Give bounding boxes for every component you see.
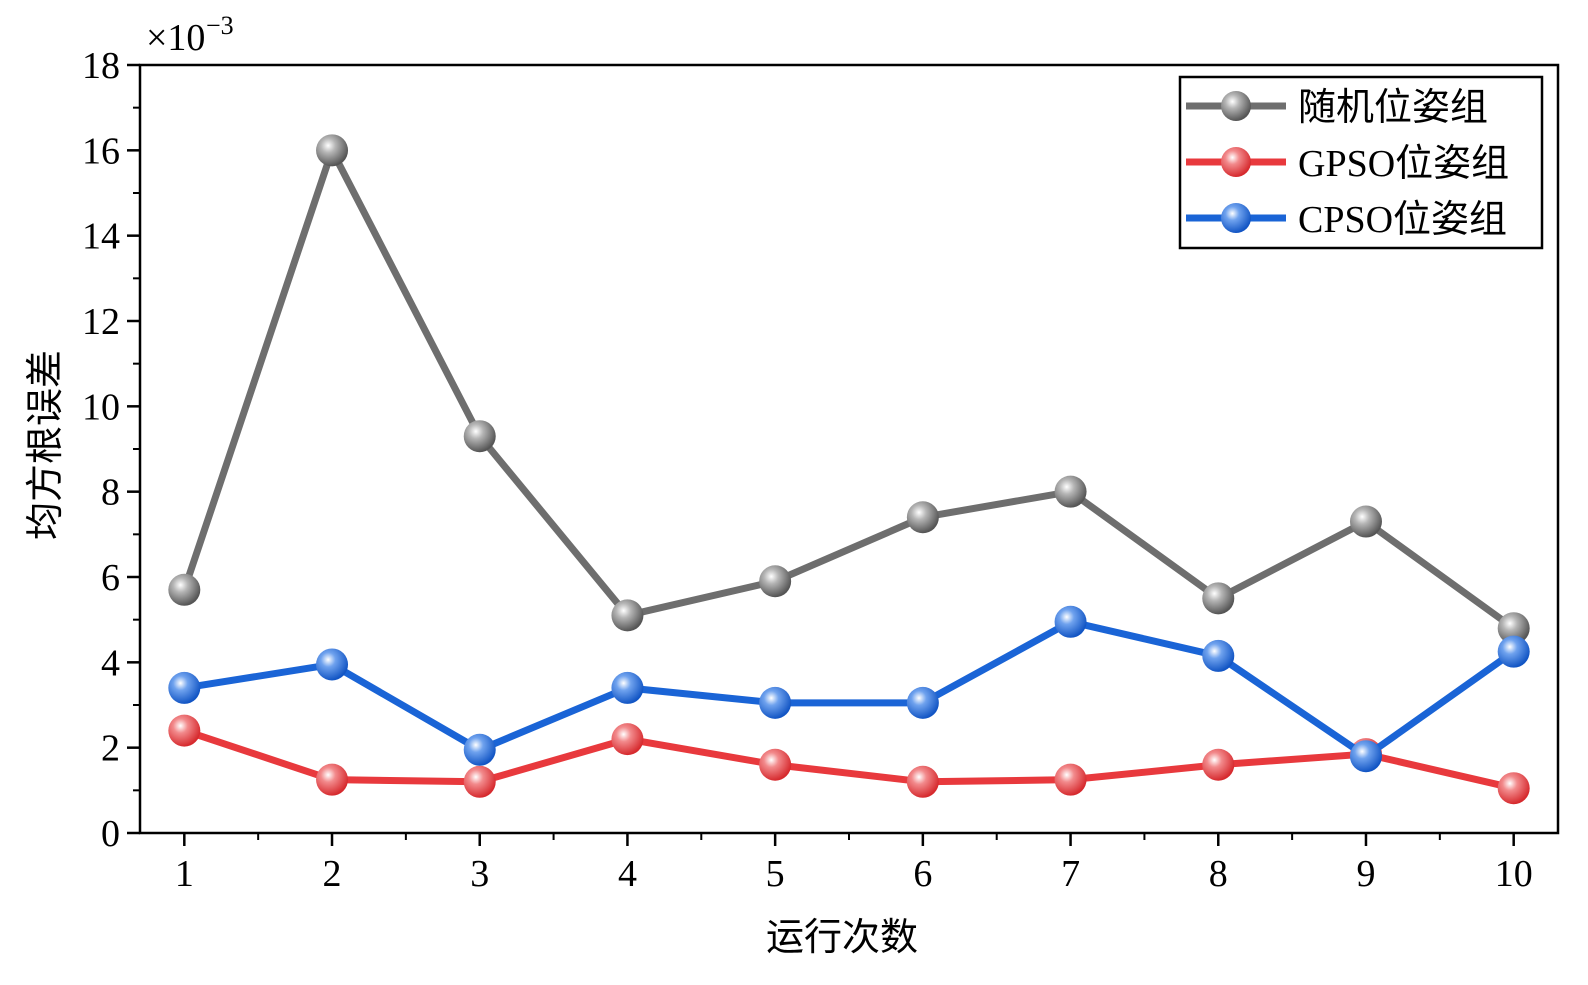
data-point [611,723,644,756]
y-tick-label-2: 2 [101,728,120,770]
data-point [1054,605,1087,638]
data-point [906,501,939,534]
plot-area [168,134,1530,805]
legend-marker-random [1221,91,1251,121]
data-point [1054,763,1087,796]
y-tick-label-8: 8 [101,472,120,514]
data-point [759,565,792,598]
y-tick-label-10: 10 [82,386,120,428]
legend-label-random: 随机位姿组 [1298,87,1488,129]
data-point [759,748,792,781]
series-gpso [168,714,1530,805]
legend-entry-random: 随机位姿组 [1186,87,1488,129]
x-tick-label-4: 4 [618,853,637,895]
y-tick-label-14: 14 [82,216,120,258]
data-point [1349,740,1382,773]
legend: 随机位姿组 GPSO位姿组 CPSO位姿组 [1178,75,1544,250]
x-tick-label-10: 10 [1495,853,1533,895]
legend-entry-gpso: GPSO位姿组 [1186,143,1509,185]
data-point [168,573,201,606]
y-multiplier-exponent: −3 [206,11,234,40]
series-line-cpso [183,618,1516,760]
x-tick-label-3: 3 [470,853,489,895]
series-cpso [168,605,1530,773]
legend-label-cpso: CPSO位姿组 [1298,199,1507,241]
data-point [316,763,349,796]
data-point [611,671,644,704]
data-point [463,733,496,766]
x-tick-label-5: 5 [766,853,785,895]
data-point [463,420,496,453]
data-point [168,714,201,747]
data-point [1497,635,1530,668]
data-point [1349,505,1382,538]
data-point [463,765,496,798]
y-tick-label-0: 0 [101,813,120,855]
legend-entry-cpso: CPSO位姿组 [1186,199,1507,241]
data-point [1202,639,1235,672]
legend-marker-gpso [1221,147,1251,177]
x-tick-label-2: 2 [323,853,342,895]
series-line-gpso [183,727,1515,792]
y-multiplier: ×10 −3 [146,11,234,59]
x-tick-label-1: 1 [175,853,194,895]
data-point [316,648,349,681]
data-point [1202,582,1235,615]
x-tick-label-6: 6 [913,853,932,895]
y-tick-label-16: 16 [82,130,120,172]
x-tick-label-8: 8 [1209,853,1228,895]
y-multiplier-base: ×10 [146,17,205,59]
x-tick-label-7: 7 [1061,853,1080,895]
series-random [168,134,1530,645]
data-point [1054,475,1087,508]
x-axis-title: 运行次数 [766,917,918,959]
y-tick-label-12: 12 [82,301,120,343]
data-point [316,134,349,167]
y-axis-title: 均方根误差 [25,350,67,540]
data-point [1497,612,1530,645]
y-tick-label-4: 4 [101,642,120,684]
y-tick-label-6: 6 [101,557,120,599]
data-point [611,599,644,632]
y-tick-label-18: 18 [82,45,120,87]
legend-label-gpso: GPSO位姿组 [1298,143,1509,185]
data-point [906,765,939,798]
series-line-random [180,146,1516,632]
data-point [759,686,792,719]
data-point [1202,748,1235,781]
legend-marker-cpso [1221,203,1251,233]
data-point [906,686,939,719]
x-tick-label-9: 9 [1356,853,1375,895]
data-point [1497,772,1530,805]
data-point [168,671,201,704]
